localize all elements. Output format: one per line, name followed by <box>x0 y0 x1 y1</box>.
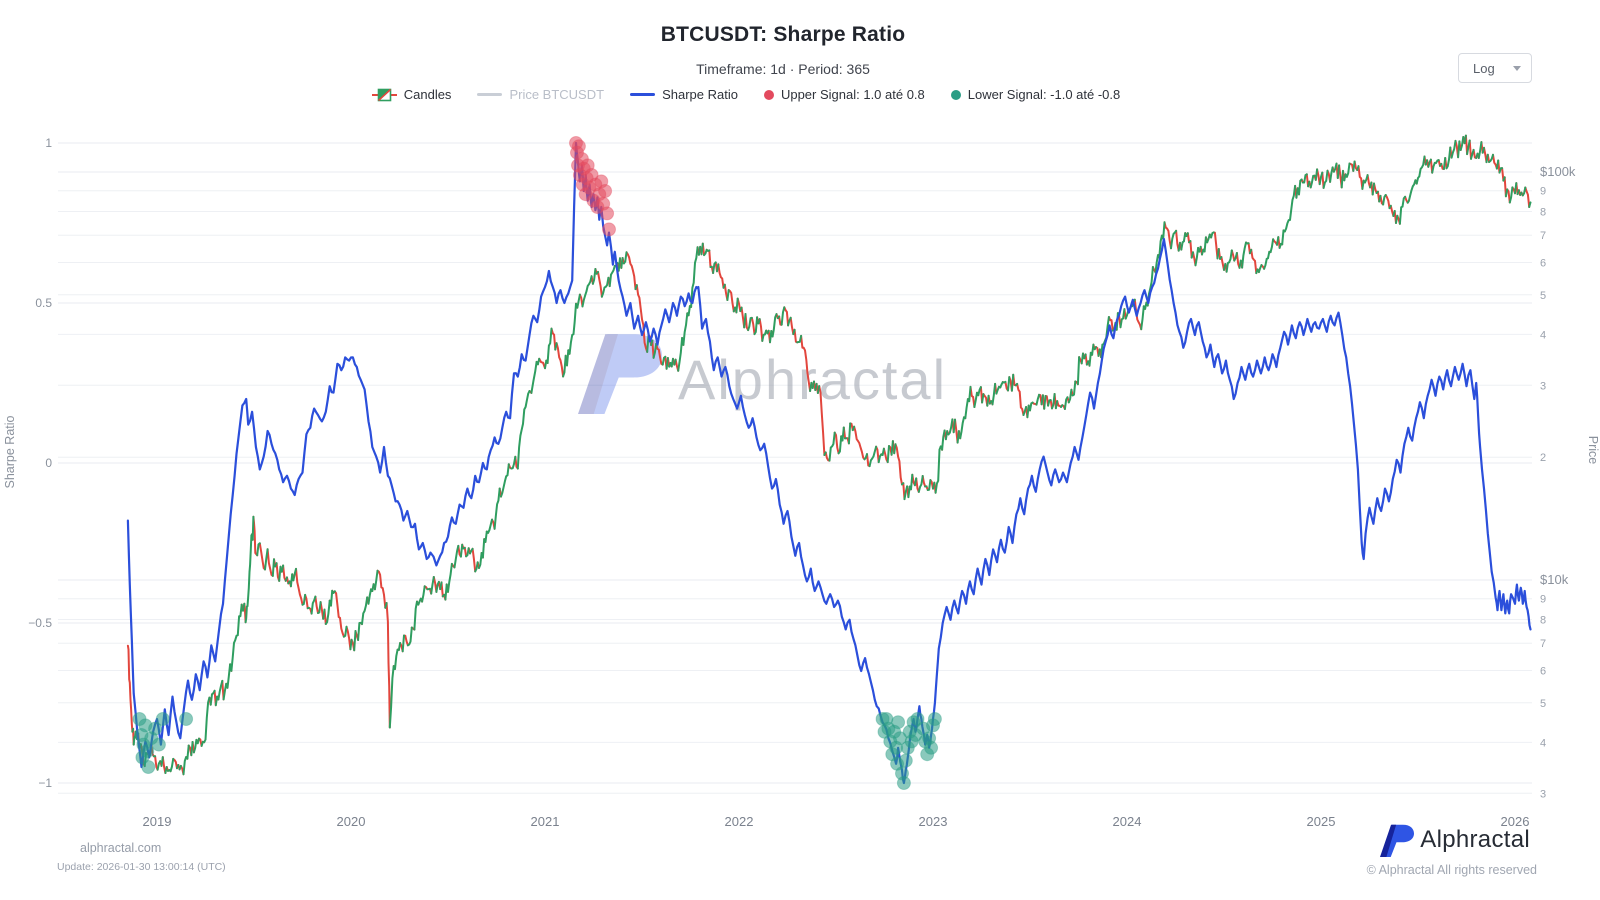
svg-text:2025: 2025 <box>1307 814 1336 829</box>
legend-item-sharpe[interactable]: Sharpe Ratio <box>630 87 738 102</box>
svg-text:3: 3 <box>1540 380 1546 392</box>
chevron-down-icon <box>1513 65 1521 71</box>
dot-legend-icon <box>763 89 774 100</box>
update-timestamp: Update: 2026-01-30 13:00:14 (UTC) <box>57 861 226 873</box>
alphractal-brand: Alphractal <box>1380 823 1530 857</box>
legend-item-lower[interactable]: Lower Signal: -1.0 até -0.8 <box>950 87 1121 102</box>
watermark-text: Alphractal <box>678 348 947 411</box>
watermark: Alphractal <box>578 334 947 414</box>
lower-signal-dots <box>132 712 942 790</box>
axis-labels: 1 0.5 0 −0.5 −1 $100k 9 8 7 6 5 4 3 2 $10k 9 8 7 6 5 4 3 2019 2… <box>3 136 1600 829</box>
site-link[interactable]: alphractal.com <box>80 841 162 855</box>
svg-text:9: 9 <box>1540 594 1546 606</box>
legend-item-label: Lower Signal: -1.0 até -0.8 <box>967 87 1121 102</box>
svg-text:3: 3 <box>1540 788 1546 800</box>
brand-name: Alphractal <box>1420 826 1530 853</box>
svg-text:4: 4 <box>1540 329 1546 341</box>
legend-item-upper[interactable]: Upper Signal: 1.0 até 0.8 <box>763 87 925 102</box>
svg-text:2022: 2022 <box>725 814 754 829</box>
legend-item-price[interactable]: Price BTCUSDT <box>477 87 604 102</box>
price-candles-series <box>126 134 1532 776</box>
dot-legend-icon <box>950 89 961 100</box>
svg-text:2023: 2023 <box>919 814 948 829</box>
svg-text:2019: 2019 <box>143 814 172 829</box>
svg-text:0: 0 <box>45 456 52 470</box>
sharpe-ratio-line <box>126 141 1532 785</box>
svg-text:5: 5 <box>1540 698 1546 710</box>
svg-text:9: 9 <box>1540 186 1546 198</box>
upper-signal-dots <box>569 136 616 237</box>
alphractal-logo-icon <box>1380 824 1415 857</box>
svg-text:6: 6 <box>1540 666 1546 678</box>
svg-text:1: 1 <box>45 136 52 150</box>
chart-subtitle: Timeframe: 1d · Period: 365 <box>696 61 870 77</box>
svg-text:2021: 2021 <box>531 814 560 829</box>
candles-up-segments <box>131 134 1532 776</box>
svg-text:$100k: $100k <box>1540 164 1576 179</box>
svg-text:−1: −1 <box>38 776 52 790</box>
y-left-axis-title: Sharpe Ratio <box>3 415 17 488</box>
legend-item-label: Upper Signal: 1.0 até 0.8 <box>780 87 925 102</box>
svg-text:7: 7 <box>1540 230 1546 242</box>
chart-legend: Candles Price BTCUSDT Sharpe Ratio Upper Si… <box>0 87 1492 102</box>
legend-item-label: Price BTCUSDT <box>509 87 605 102</box>
svg-text:2026: 2026 <box>1501 814 1530 829</box>
svg-text:2024: 2024 <box>1113 814 1142 829</box>
svg-text:2: 2 <box>1540 452 1546 464</box>
svg-text:8: 8 <box>1540 207 1546 219</box>
page-title: BTCUSDT: Sharpe Ratio <box>660 23 906 46</box>
candles-down-segments <box>126 134 1531 776</box>
candles-legend-icon <box>371 88 397 101</box>
legend-item-candles[interactable]: Candles <box>371 87 452 102</box>
y-right-axis-title: Price <box>1586 436 1600 465</box>
scale-dropdown-value: Log <box>1473 60 1495 76</box>
svg-text:$10k: $10k <box>1540 572 1569 587</box>
line-legend-icon <box>477 93 503 96</box>
svg-text:0.5: 0.5 <box>35 296 52 310</box>
svg-text:5: 5 <box>1540 290 1546 302</box>
svg-text:2020: 2020 <box>337 814 366 829</box>
legend-item-label: Candles <box>403 87 452 102</box>
svg-text:8: 8 <box>1540 615 1546 627</box>
scale-dropdown[interactable]: Log <box>1458 53 1532 83</box>
legend-item-label: Sharpe Ratio <box>662 87 738 102</box>
svg-text:7: 7 <box>1540 638 1546 650</box>
svg-text:4: 4 <box>1540 737 1546 749</box>
line-legend-icon <box>630 93 656 96</box>
svg-text:−0.5: −0.5 <box>28 616 52 630</box>
svg-text:6: 6 <box>1540 258 1546 270</box>
copyright-text: © Alphractal All rights reserved <box>1366 863 1537 877</box>
